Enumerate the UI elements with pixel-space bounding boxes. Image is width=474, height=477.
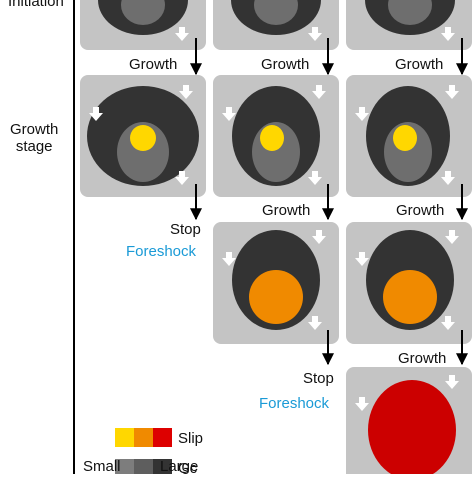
label-growth-3: Growth xyxy=(395,56,444,73)
label-growth-stage: Growth stage xyxy=(10,121,59,155)
slip-patch-yellow xyxy=(260,125,284,151)
label-stop-1: Stop xyxy=(170,221,201,238)
label-initiation: Initiation xyxy=(8,0,64,10)
panel-row3-3 xyxy=(346,222,472,344)
panel-initiation-2 xyxy=(213,0,339,50)
panel-marker-arrows xyxy=(89,27,459,411)
slip-patch-yellow xyxy=(130,125,156,151)
legend-gc-swatches xyxy=(115,459,172,474)
slip-patch-red xyxy=(368,380,456,474)
flow-arrows xyxy=(190,38,468,366)
label-growth-6: Growth xyxy=(398,350,447,367)
panel-initiation-3 xyxy=(346,0,472,50)
slip-patch-orange xyxy=(249,270,303,324)
legend-gc-label: Gc xyxy=(178,460,198,477)
slip-patch-yellow xyxy=(393,125,417,151)
legend-large-label: Large xyxy=(160,458,199,475)
label-growth-2: Growth xyxy=(261,56,310,73)
panel-row3-2 xyxy=(213,222,339,344)
panel-growth-3 xyxy=(346,75,472,197)
legend-slip-swatches xyxy=(115,428,172,447)
panel-row4-3 xyxy=(346,367,472,474)
label-growth-4: Growth xyxy=(262,202,311,219)
legend-slip-label: Slip xyxy=(178,430,204,447)
label-foreshock-2: Foreshock xyxy=(259,395,330,412)
label-growth-1: Growth xyxy=(129,56,178,73)
panel-initiation-1 xyxy=(80,0,206,50)
panel-growth-1 xyxy=(80,75,206,197)
label-foreshock-1: Foreshock xyxy=(126,243,197,260)
panel-growth-2 xyxy=(213,75,339,197)
legend-small-label: Small xyxy=(83,458,121,475)
slip-patch-orange xyxy=(383,270,437,324)
label-growth-5: Growth xyxy=(396,202,445,219)
label-stop-2: Stop xyxy=(303,370,334,387)
